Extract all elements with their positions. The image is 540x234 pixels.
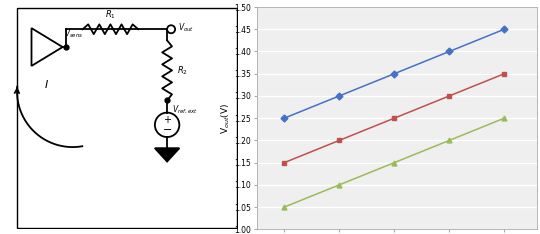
- Text: −: −: [163, 125, 172, 135]
- Vref=2.3 V: [446, 95, 453, 97]
- Vref=2.3 V: [281, 161, 287, 164]
- Vref=2.5 V: [281, 117, 287, 120]
- Vref=2.1 V: [501, 117, 508, 120]
- Vref=2.3 V: [501, 72, 508, 75]
- Vref=2.3 V: [391, 117, 397, 120]
- Vref=2.1 V: [281, 206, 287, 208]
- Text: $V_{out}$: $V_{out}$: [178, 22, 194, 34]
- Line: Vref=2.1 V: Vref=2.1 V: [282, 116, 507, 209]
- Vref=2.1 V: [391, 161, 397, 164]
- Vref=2.5 V: [391, 72, 397, 75]
- Polygon shape: [155, 148, 179, 161]
- Vref=2.3 V: [336, 139, 342, 142]
- Text: $R_2$: $R_2$: [177, 64, 188, 77]
- Vref=2.1 V: [446, 139, 453, 142]
- Text: $V_{sens}$: $V_{sens}$: [64, 28, 83, 40]
- Vref=2.5 V: [446, 50, 453, 53]
- Line: Vref=2.5 V: Vref=2.5 V: [282, 27, 507, 121]
- Vref=2.5 V: [336, 95, 342, 97]
- Vref=2.1 V: [336, 183, 342, 186]
- Text: +: +: [163, 115, 171, 125]
- Text: I: I: [44, 80, 48, 90]
- Y-axis label: V$_{out}$(V): V$_{out}$(V): [219, 102, 232, 134]
- Text: $R_1$: $R_1$: [105, 9, 116, 22]
- Line: Vref=2.3 V: Vref=2.3 V: [282, 71, 507, 165]
- Vref=2.5 V: [501, 28, 508, 31]
- Text: $V_{ref,ext}$: $V_{ref,ext}$: [172, 104, 198, 116]
